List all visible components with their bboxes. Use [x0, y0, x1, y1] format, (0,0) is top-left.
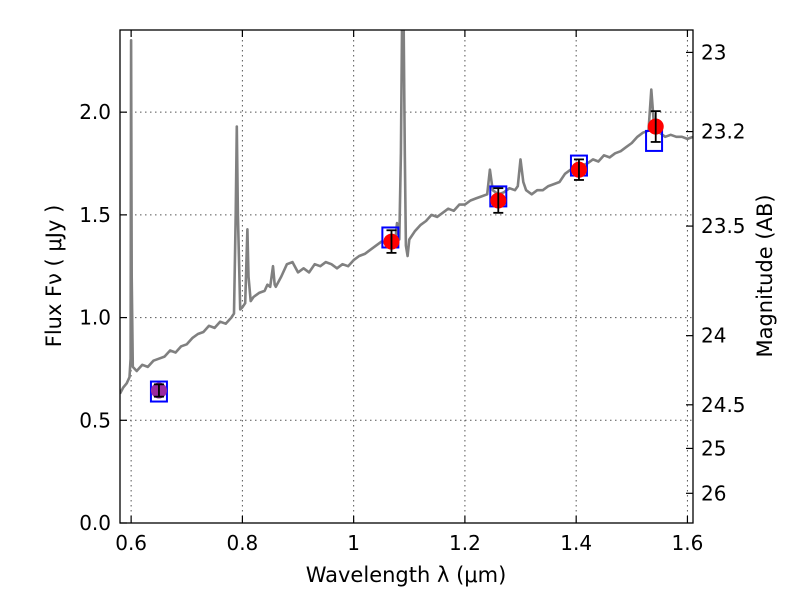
- y-tick-label: 0.5: [79, 408, 111, 432]
- y2-tick-label: 25: [701, 436, 726, 460]
- model-photometry-box: [149, 380, 168, 403]
- x-tick-label: 1.2: [449, 531, 481, 555]
- y-tick-label: 0.0: [79, 511, 111, 535]
- axis-ticks: [120, 30, 693, 524]
- y2-tick-label: 24.5: [701, 393, 746, 417]
- y2-tick-label: 23.5: [701, 214, 746, 238]
- y-tick-label: 2.0: [79, 100, 111, 124]
- x-tick-label: 1.6: [672, 531, 704, 555]
- model-spectrum-line: [120, 30, 693, 395]
- grid-lines: [120, 30, 693, 524]
- y2-tick-label: 23: [701, 40, 726, 64]
- y2-tick-label: 26: [701, 481, 726, 505]
- plot-frame: [119, 29, 694, 524]
- x-tick-label: 1: [347, 531, 360, 555]
- y-tick-label: 1.5: [79, 203, 111, 227]
- y2-tick-label: 23.2: [701, 120, 746, 144]
- x-tick-label: 0.8: [226, 531, 258, 555]
- plot-area: [120, 30, 693, 403]
- x-tick-label: 1.4: [560, 531, 592, 555]
- y2-tick-label: 24: [701, 324, 726, 348]
- x-axis-title: Wavelength λ (μm): [306, 563, 507, 587]
- tick-labels: 0.6 0.8 1 1.2 1.4 1.6 0.0 0.5 1.0 1.5 2.0 23 23.2 23.…: [79, 40, 745, 555]
- y2-axis-title: Magnitude (AB): [753, 194, 777, 357]
- y-axis-title: Flux Fν ( μJy ): [42, 205, 66, 348]
- x-tick-label: 0.6: [115, 531, 147, 555]
- y-tick-label: 1.0: [79, 306, 111, 330]
